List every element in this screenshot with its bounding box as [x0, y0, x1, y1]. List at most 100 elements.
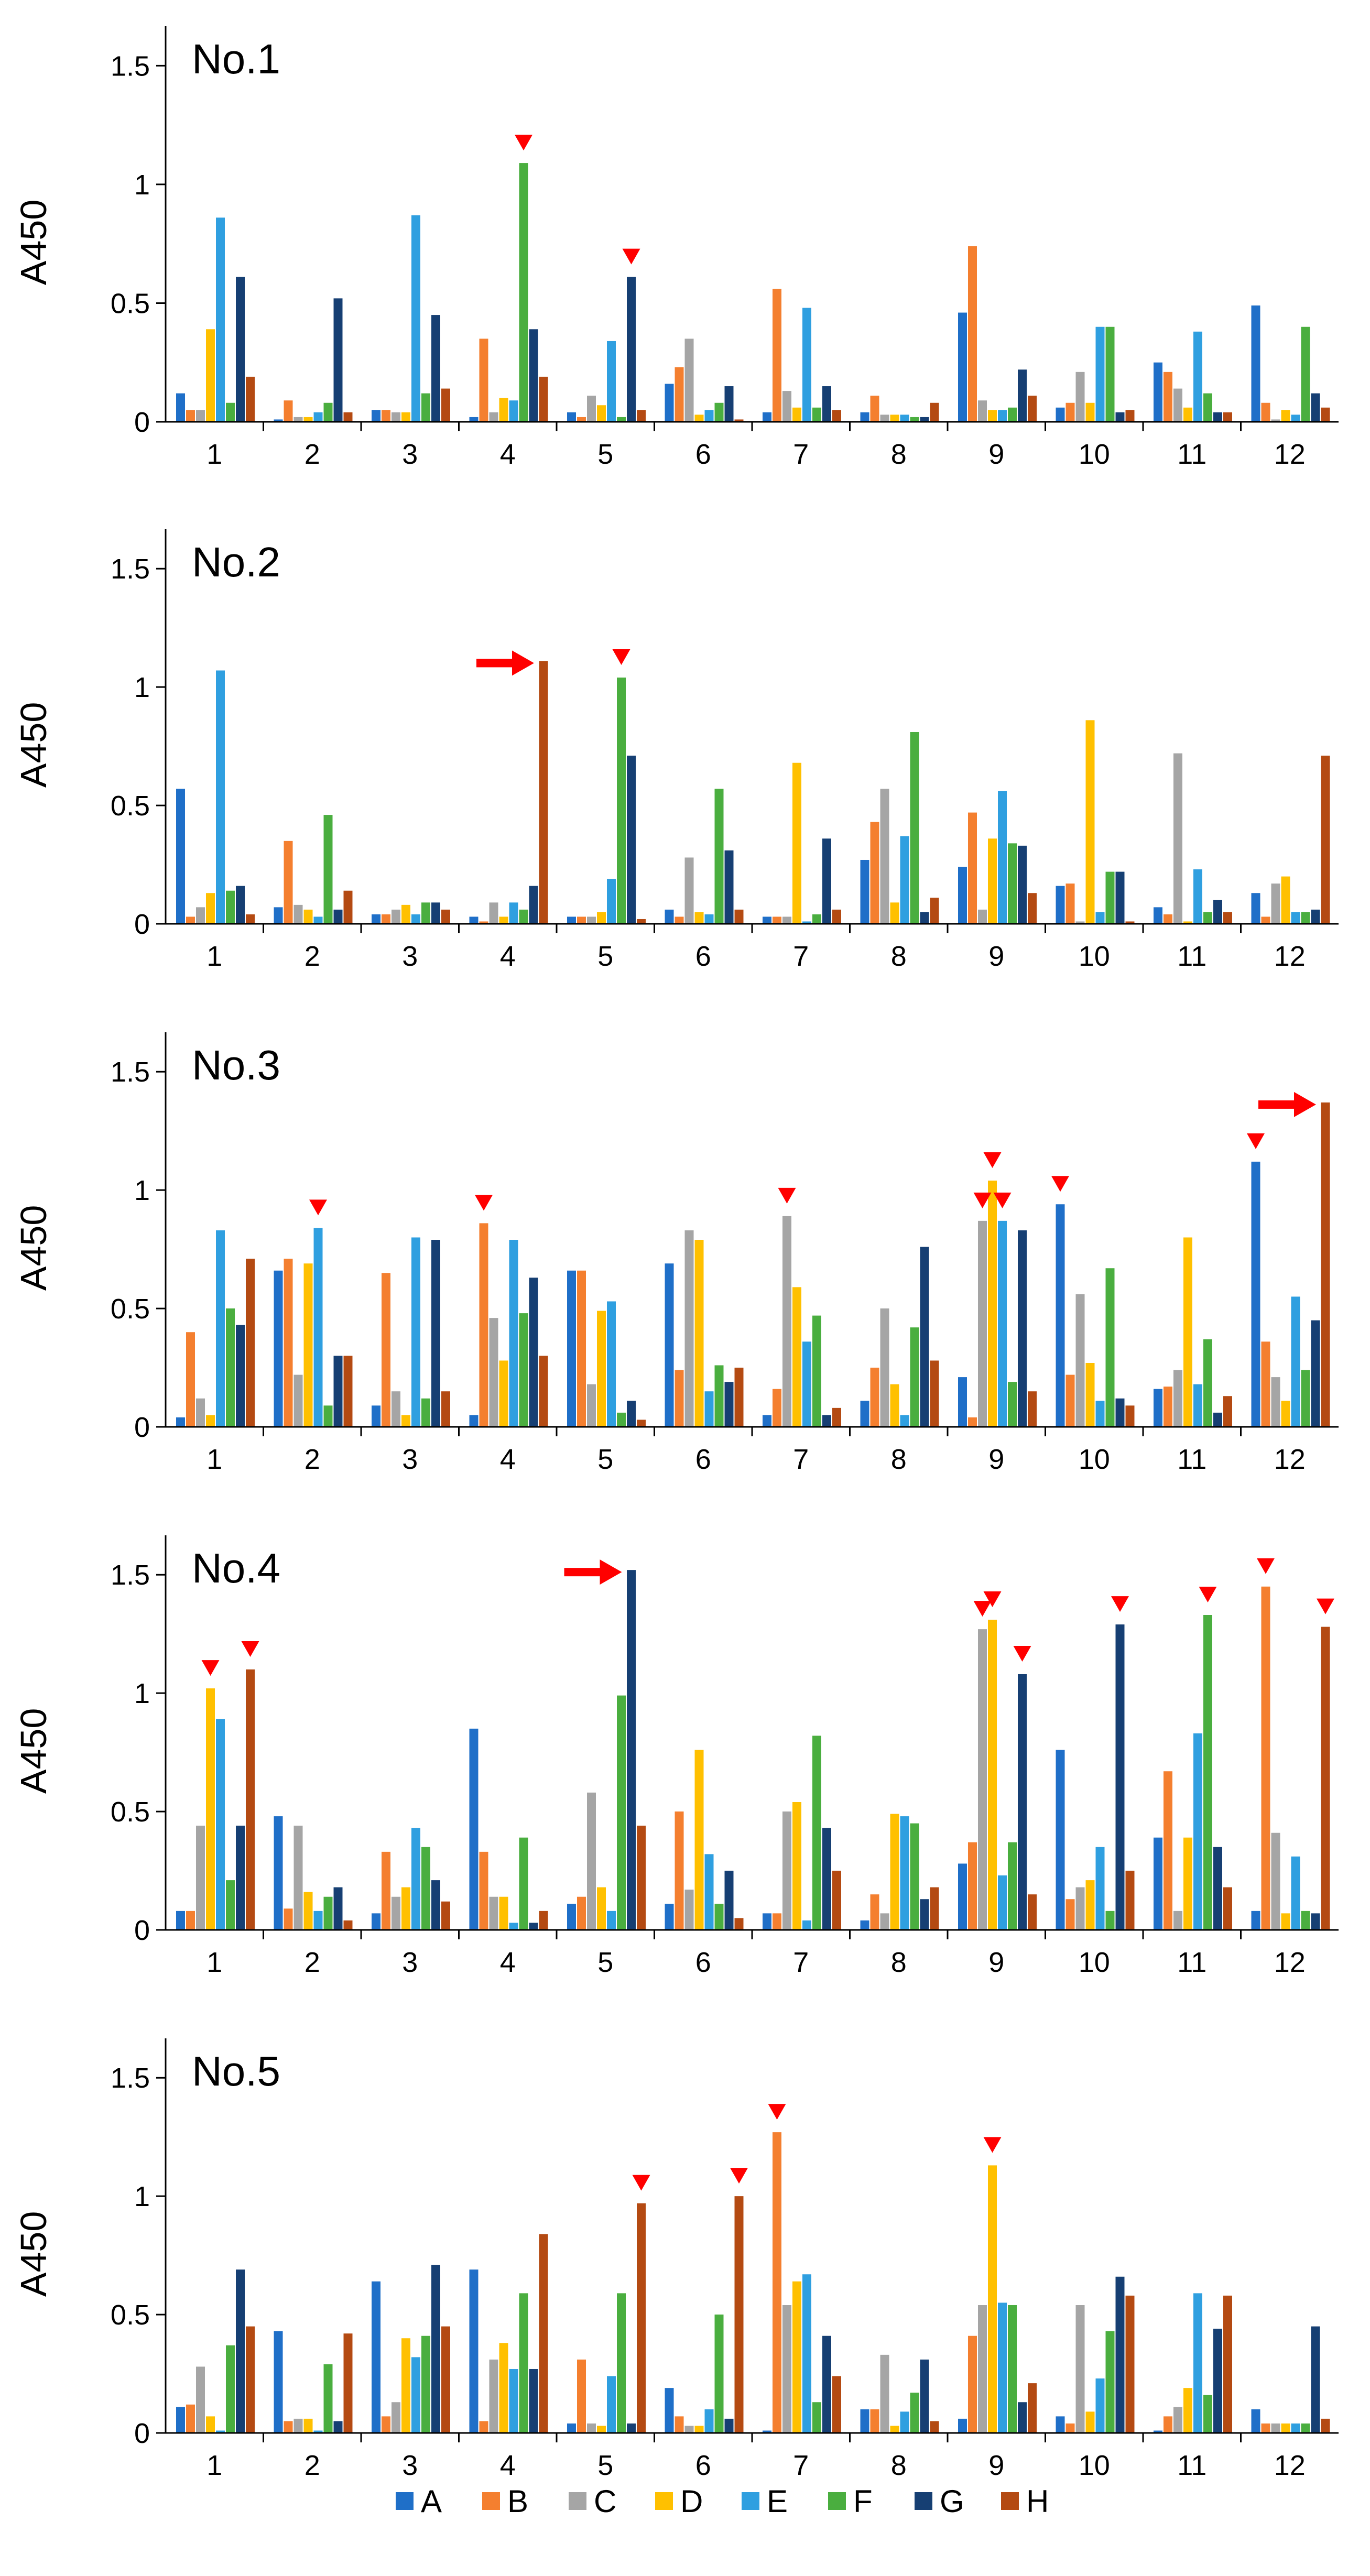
bar-G-4	[529, 329, 538, 422]
bar-F-11	[1203, 1339, 1212, 1427]
bar-B-11	[1164, 1771, 1172, 1930]
x-tick-label: 1	[206, 1444, 222, 1475]
bar-F-3	[421, 902, 430, 924]
bar-G-7	[822, 1415, 831, 1427]
bar-B-1	[186, 410, 195, 422]
x-tick-label: 11	[1177, 439, 1206, 470]
bar-G-3	[431, 315, 440, 422]
marker-triangle	[778, 1187, 796, 1204]
marker-triangle	[993, 1192, 1012, 1208]
bar-C-6	[684, 2426, 694, 2433]
bar-G-3	[431, 2265, 440, 2433]
bar-F-2	[323, 2364, 333, 2433]
bar-H-9	[1028, 1391, 1037, 1427]
bar-C-10	[1075, 2305, 1085, 2433]
bar-F-2	[323, 1896, 333, 1930]
bar-D-3	[401, 2338, 410, 2433]
x-tick-label: 4	[500, 2450, 516, 2481]
bar-A-10	[1056, 2416, 1065, 2433]
marker-triangle	[983, 1591, 1002, 1608]
bar-D-2	[303, 1892, 313, 1930]
bar-H-2	[343, 1356, 353, 1427]
bar-B-10	[1065, 1899, 1075, 1930]
bar-B-5	[577, 1896, 586, 1930]
bar-D-8	[890, 2426, 899, 2433]
bar-G-12	[1311, 1320, 1320, 1427]
bar-G-1	[236, 277, 245, 422]
x-tick-label: 9	[988, 941, 1004, 972]
bar-A-5	[567, 412, 576, 422]
bar-B-8	[870, 1368, 879, 1427]
bar-A-10	[1056, 407, 1065, 422]
bar-B-1	[186, 1911, 195, 1930]
bar-C-4	[489, 902, 498, 924]
legend-label-C: C	[594, 2484, 616, 2519]
marker-triangle	[201, 1660, 220, 1676]
bar-F-5	[617, 417, 626, 422]
y-tick-label: 1	[134, 672, 150, 703]
bar-H-12	[1321, 1627, 1330, 1930]
bar-H-11	[1223, 1396, 1232, 1427]
bar-D-5	[597, 2426, 606, 2433]
bar-A-2	[274, 2331, 283, 2433]
bar-C-6	[684, 857, 694, 924]
bar-B-11	[1164, 1387, 1172, 1427]
bar-A-1	[176, 2407, 185, 2433]
x-tick-label: 10	[1079, 2450, 1110, 2481]
bar-G-10	[1115, 412, 1125, 422]
bar-D-7	[792, 1802, 801, 1930]
bar-H-1	[246, 1259, 255, 1427]
bar-E-2	[313, 1228, 323, 1427]
bar-H-4	[539, 1911, 548, 1930]
bar-A-2	[274, 1270, 283, 1427]
y-tick-label: 0.5	[111, 288, 150, 319]
bar-D-10	[1085, 1362, 1095, 1427]
bar-A-2	[274, 1816, 283, 1930]
bar-E-9	[998, 2302, 1007, 2433]
bar-A-7	[763, 2430, 771, 2433]
bar-B-7	[773, 2132, 781, 2433]
x-tick-label: 1	[206, 439, 222, 470]
bar-C-8	[880, 789, 889, 924]
bar-F-10	[1105, 1268, 1115, 1427]
bar-F-10	[1105, 2331, 1115, 2433]
bar-E-6	[704, 410, 714, 422]
x-tick-label: 11	[1177, 941, 1206, 972]
bar-D-4	[499, 1896, 508, 1930]
bar-H-7	[832, 2376, 841, 2433]
bar-A-7	[763, 1913, 771, 1930]
y-tick-label: 1.5	[111, 553, 150, 585]
bar-A-10	[1056, 1204, 1065, 1427]
marker-triangle	[973, 1601, 992, 1617]
x-tick-label: 5	[597, 2450, 613, 2481]
bar-B-12	[1261, 402, 1270, 422]
x-tick-label: 12	[1274, 941, 1306, 972]
x-tick-label: 4	[500, 1947, 516, 1978]
x-tick-label: 2	[305, 439, 320, 470]
bar-G-8	[920, 1247, 929, 1427]
bar-D-8	[890, 902, 899, 924]
bar-D-12	[1281, 2423, 1290, 2433]
bar-A-6	[665, 1263, 674, 1427]
bar-D-3	[401, 904, 410, 924]
bar-B-1	[186, 2404, 195, 2433]
bar-D-11	[1183, 921, 1192, 924]
bar-E-6	[704, 2409, 714, 2433]
bar-B-12	[1261, 2423, 1270, 2433]
bar-B-1	[186, 1332, 195, 1427]
bar-A-6	[665, 384, 674, 422]
marker-arrow-shaft	[1258, 1100, 1295, 1109]
bar-E-12	[1291, 414, 1300, 422]
bar-F-7	[812, 407, 821, 422]
bar-A-9	[958, 867, 967, 924]
bar-F-3	[421, 2335, 430, 2433]
bar-D-9	[988, 1181, 997, 1427]
x-tick-label: 7	[793, 439, 809, 470]
marker-triangle	[983, 1152, 1002, 1169]
bar-C-4	[489, 2359, 498, 2433]
bar-E-9	[998, 1875, 1007, 1930]
bar-G-10	[1115, 2276, 1125, 2433]
